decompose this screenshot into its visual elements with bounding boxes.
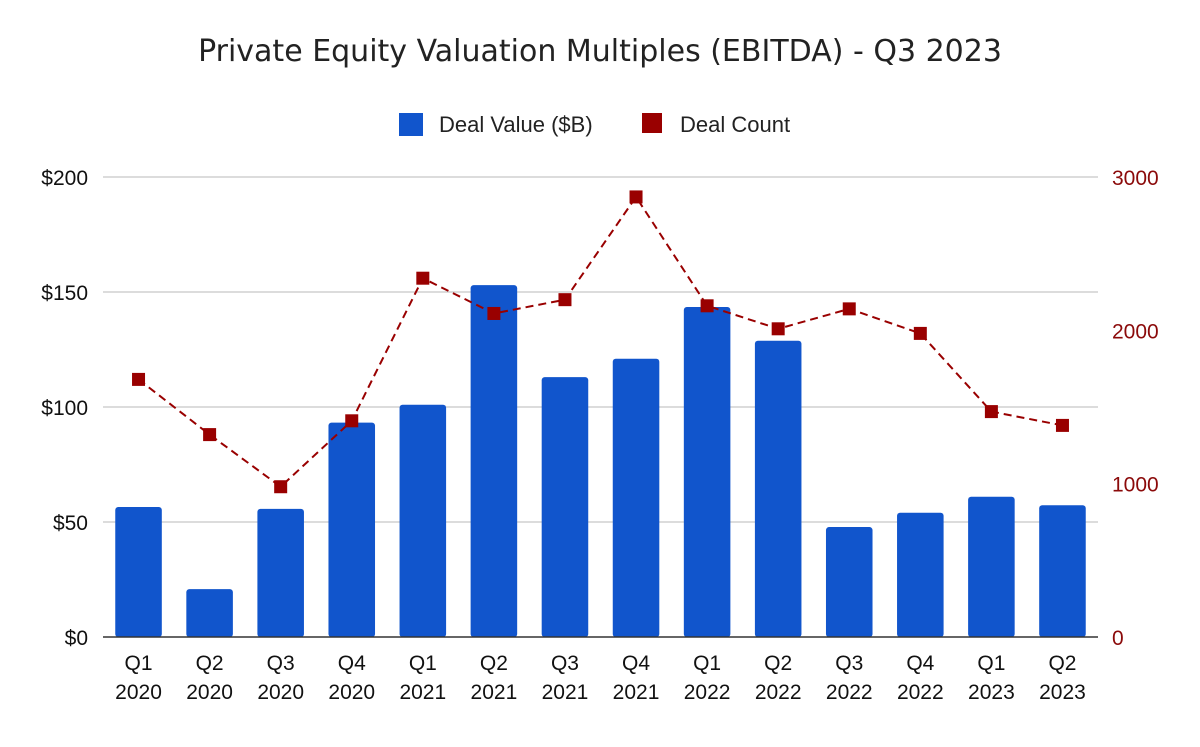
deal-count-point	[984, 405, 998, 419]
x-tick-label-year: 2023	[968, 681, 1015, 704]
x-tick-label-year: 2021	[542, 681, 589, 704]
x-tick-label-year: 2022	[897, 681, 944, 704]
deal-count-point	[345, 414, 359, 428]
x-tick-label-quarter: Q3	[267, 652, 295, 675]
deal-count-point	[913, 326, 927, 340]
chart-title: Private Equity Valuation Multiples (EBIT…	[198, 34, 1002, 69]
deal-count-point	[487, 306, 501, 320]
x-tick-label-year: 2020	[186, 681, 233, 704]
x-tick-label-quarter: Q4	[622, 652, 650, 675]
x-tick-label-quarter: Q3	[835, 652, 863, 675]
bar	[825, 527, 873, 637]
bar	[754, 340, 802, 637]
y-left-tick-label: $0	[65, 627, 88, 650]
y-left-tick-label: $150	[41, 282, 88, 305]
bar-series-deal-value	[115, 285, 1086, 637]
bar	[541, 377, 589, 637]
x-tick-label-year: 2020	[257, 681, 304, 704]
deal-count-point	[771, 322, 785, 336]
x-tick-label-year: 2022	[755, 681, 802, 704]
deal-count-point	[274, 480, 288, 494]
x-tick-label-year: 2020	[328, 681, 375, 704]
bar	[186, 589, 233, 637]
deal-count-point	[416, 271, 430, 285]
legend: Deal Value ($B) Deal Count	[399, 112, 790, 137]
x-tick-label-quarter: Q1	[977, 652, 1005, 675]
x-tick-label-year: 2021	[471, 681, 518, 704]
x-tick-label-quarter: Q1	[693, 652, 721, 675]
gridlines	[103, 176, 1098, 523]
y-right-tick-label: 1000	[1112, 474, 1159, 497]
deal-count-line	[137, 195, 1063, 489]
x-tick-label-quarter: Q3	[551, 652, 579, 675]
line-series-deal-count	[132, 190, 1069, 494]
deal-count-point	[1055, 418, 1069, 432]
bar	[1039, 505, 1086, 637]
y-right-tick-label: 0	[1112, 627, 1124, 650]
bar	[115, 507, 162, 637]
x-tick-label-year: 2021	[613, 681, 660, 704]
x-tick-label-quarter: Q2	[764, 652, 792, 675]
axes: $0 $50 $100 $150 $200 0 1000 2000 3000 Q1 2020 Q2 20…	[41, 167, 1158, 704]
y-left-tick-label: $50	[53, 512, 88, 535]
bar	[257, 508, 304, 637]
y-left-tick-label: $100	[41, 397, 88, 420]
legend-label-deal-value: Deal Value ($B)	[439, 112, 593, 137]
legend-label-deal-count: Deal Count	[680, 112, 790, 137]
x-tick-label-quarter: Q4	[906, 652, 934, 675]
deal-count-point	[842, 302, 856, 316]
y-right-tick-label: 3000	[1112, 167, 1159, 190]
bar	[683, 306, 731, 637]
bar	[897, 512, 944, 637]
bar	[328, 422, 376, 637]
legend-swatch-deal-value	[399, 113, 423, 136]
x-tick-label-year: 2022	[684, 681, 731, 704]
y-right-tick-label: 2000	[1112, 320, 1159, 343]
x-tick-label-quarter: Q2	[196, 652, 224, 675]
x-tick-label-year: 2022	[826, 681, 873, 704]
deal-count-point	[700, 299, 714, 313]
x-tick-label-quarter: Q2	[480, 652, 508, 675]
deal-count-point	[629, 190, 643, 204]
x-tick-label-quarter: Q2	[1048, 652, 1076, 675]
legend-swatch-deal-count	[642, 113, 662, 133]
bar	[612, 358, 660, 637]
x-tick-label-quarter: Q4	[338, 652, 366, 675]
y-left-tick-label: $200	[41, 167, 88, 190]
bar	[968, 496, 1015, 637]
deal-count-point	[203, 428, 217, 442]
bar	[470, 285, 518, 637]
x-tick-label-year: 2023	[1039, 681, 1086, 704]
x-tick-label-year: 2020	[115, 681, 162, 704]
x-tick-label-quarter: Q1	[409, 652, 437, 675]
deal-count-point	[132, 372, 146, 386]
deal-count-point	[558, 293, 572, 307]
x-tick-label-year: 2021	[399, 681, 446, 704]
x-tick-label-quarter: Q1	[125, 652, 153, 675]
bar	[399, 404, 447, 637]
